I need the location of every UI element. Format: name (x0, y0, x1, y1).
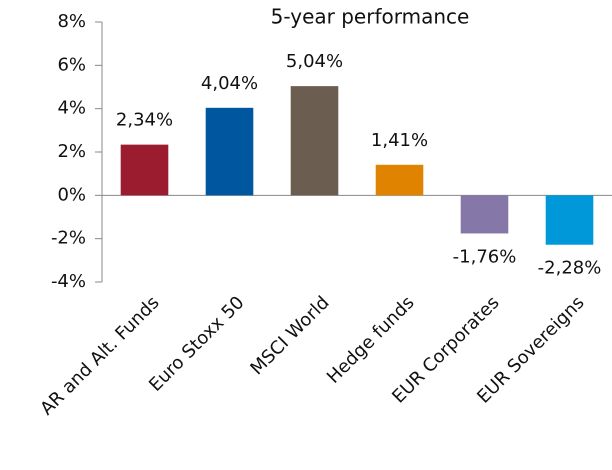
value-label: 4,04% (201, 73, 258, 94)
bar (290, 86, 339, 196)
y-tick-label: -2% (51, 228, 86, 249)
x-tick-label: AR and Alt. Funds (36, 292, 163, 419)
y-tick-label: 4% (57, 98, 86, 119)
x-tick-label: MSCI World (246, 292, 333, 379)
bar (120, 144, 169, 196)
y-tick-label: 0% (57, 184, 86, 205)
value-label: 5,04% (286, 51, 343, 72)
y-tick-label: 8% (57, 11, 86, 32)
bar (375, 164, 424, 196)
x-tick-label: Hedge funds (323, 292, 419, 388)
bar (205, 107, 254, 196)
chart-title: 5-year performance (271, 5, 470, 29)
y-tick-label: 6% (57, 54, 86, 75)
bar (460, 195, 509, 234)
y-tick-label: 2% (57, 141, 86, 162)
value-label: -2,28% (538, 258, 602, 279)
y-tick-label: -4% (51, 271, 86, 292)
value-label: 2,34% (116, 110, 173, 131)
value-label: 1,41% (371, 130, 428, 151)
bar (545, 195, 594, 245)
value-label: -1,76% (453, 246, 517, 267)
